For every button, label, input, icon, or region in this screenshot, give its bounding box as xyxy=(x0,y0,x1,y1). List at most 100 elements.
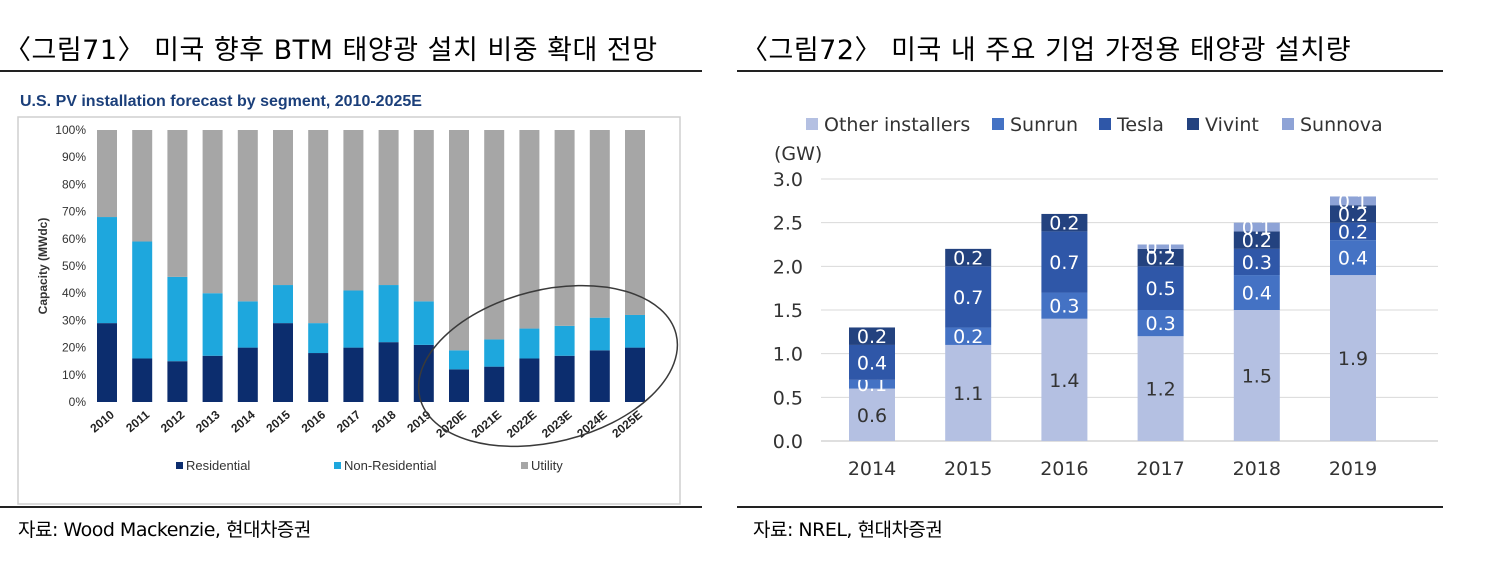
data-label: 0.2 xyxy=(1242,230,1272,252)
data-label: 0.1 xyxy=(1145,237,1175,259)
right-figure-title: 〈그림72〉 미국 내 주요 기업 가정용 태양광 설치량 xyxy=(741,35,1352,66)
forecast-highlight-ellipse xyxy=(417,284,679,448)
x-tick-label: 2014 xyxy=(848,458,896,480)
bar-sunrun xyxy=(945,327,992,345)
bar-residential xyxy=(167,361,188,402)
data-label: 1.2 xyxy=(1145,379,1175,401)
bar-vivint xyxy=(1330,205,1376,223)
bar-residential xyxy=(554,355,575,402)
y-tick-label: 3.0 xyxy=(773,169,803,191)
y-tick-label: 2.0 xyxy=(773,256,803,278)
data-label: 0.1 xyxy=(1242,217,1272,239)
bar-non-residential xyxy=(237,301,258,348)
legend-swatch xyxy=(176,462,183,469)
y-tick-label: 20% xyxy=(62,341,86,355)
data-label: 0.4 xyxy=(857,352,887,374)
bar-utility xyxy=(237,130,258,302)
bar-utility xyxy=(589,130,610,318)
bar-utility xyxy=(519,130,540,329)
data-label: 0.3 xyxy=(1049,296,1079,318)
data-label: 0.2 xyxy=(953,248,983,270)
y-tick-label: 10% xyxy=(62,368,86,382)
left-figure-panel: 〈그림71〉 미국 향후 BTM 태양광 설치 비중 확대 전망 U.S. PV… xyxy=(0,0,702,568)
bar-utility xyxy=(167,130,188,277)
legend-label: Utility xyxy=(531,458,563,473)
y-tick-label: 90% xyxy=(62,150,86,164)
data-label: 0.7 xyxy=(953,287,983,309)
bar-other-installers xyxy=(849,388,895,441)
bar-utility xyxy=(413,130,434,302)
legend-label: Other installers xyxy=(824,114,970,136)
data-label: 1.9 xyxy=(1338,348,1368,370)
bar-non-residential xyxy=(132,241,153,359)
legend-label: Sunrun xyxy=(1010,114,1078,136)
bar-residential xyxy=(202,355,223,402)
legend-swatch xyxy=(1282,118,1294,130)
legend-label: Residential xyxy=(186,458,250,473)
bar-sunnova xyxy=(1137,244,1184,249)
data-label: 0.1 xyxy=(1338,191,1368,213)
bar-non-residential xyxy=(589,317,610,351)
bar-other-installers xyxy=(1330,275,1376,441)
legend-label: Sunnova xyxy=(1300,114,1383,136)
legend-item-non-residential: Non-Residential xyxy=(334,458,437,473)
bar-tesla xyxy=(849,344,895,380)
data-label: 1.5 xyxy=(1242,366,1272,388)
bar-residential xyxy=(308,353,329,402)
legend-item-other-installers: Other installers xyxy=(806,114,970,136)
y-tick-label: 1.5 xyxy=(773,300,803,322)
y-tick-label: 2.5 xyxy=(773,213,803,235)
bar-residential xyxy=(449,369,469,402)
unit-label: (GW) xyxy=(774,143,822,165)
bar-utility xyxy=(554,130,575,326)
legend-item-utility: Utility xyxy=(521,458,563,473)
legend-item-tesla: Tesla xyxy=(1099,114,1164,136)
legend-item-sunnova: Sunnova xyxy=(1282,114,1383,136)
left-source-note: 자료: Wood Mackenzie, 현대차증권 xyxy=(18,519,311,541)
bar-utility xyxy=(625,130,645,315)
bar-other-installers xyxy=(945,344,992,441)
bar-sunrun xyxy=(1137,310,1184,337)
bar-residential xyxy=(589,350,610,402)
installer-volume-chart: Other installers Sunrun Tesla Vivint Sunnova… xyxy=(773,114,1438,480)
y-tick-label: 0.5 xyxy=(773,387,803,409)
bar-sunrun xyxy=(849,379,895,389)
bar-tesla xyxy=(945,266,992,328)
y-tick-label: 80% xyxy=(62,177,86,191)
bar-tesla xyxy=(1330,222,1376,241)
x-tick-label: 2015 xyxy=(944,458,992,480)
legend-swatch xyxy=(992,118,1004,130)
bar-non-residential xyxy=(202,293,223,356)
left-source-rule xyxy=(0,506,702,508)
bar-sunrun xyxy=(1233,275,1280,310)
bar-non-residential xyxy=(273,285,293,324)
y-tick-label: 30% xyxy=(62,313,86,327)
legend-item-residential: Residential xyxy=(176,458,250,473)
data-label: 0.3 xyxy=(1242,252,1272,274)
x-tick-label: 2017 xyxy=(1136,458,1184,480)
legend-label: Vivint xyxy=(1205,114,1259,136)
legend-swatch xyxy=(1187,118,1199,130)
y-axis-label: Capacity (MWdc) xyxy=(36,218,50,315)
data-label: 0.6 xyxy=(857,405,887,427)
bar-non-residential xyxy=(167,276,188,362)
right-source-note: 자료: NREL, 현대차증권 xyxy=(753,519,943,541)
data-label: 0.4 xyxy=(1338,248,1368,270)
data-label: 0.7 xyxy=(1049,252,1079,274)
y-tick-label: 60% xyxy=(62,232,86,246)
y-tick-label: 70% xyxy=(62,205,86,219)
right-figure-panel: 〈그림72〉 미국 내 주요 기업 가정용 태양광 설치량 Other inst… xyxy=(737,0,1443,568)
bar-utility xyxy=(97,130,117,218)
legend-swatch xyxy=(521,462,528,469)
left-figure-title: 〈그림71〉 미국 향후 BTM 태양광 설치 비중 확대 전망 xyxy=(4,35,658,66)
bar-non-residential xyxy=(378,285,399,343)
bar-sunrun xyxy=(1041,292,1088,319)
bar-vivint xyxy=(1137,248,1184,267)
data-label: 0.5 xyxy=(1145,278,1175,300)
bar-residential xyxy=(132,358,153,402)
data-label: 0.4 xyxy=(1242,283,1272,305)
right-source-rule xyxy=(737,506,1443,508)
bar-residential xyxy=(484,366,505,402)
bar-non-residential xyxy=(554,325,575,356)
bar-utility xyxy=(202,130,223,294)
